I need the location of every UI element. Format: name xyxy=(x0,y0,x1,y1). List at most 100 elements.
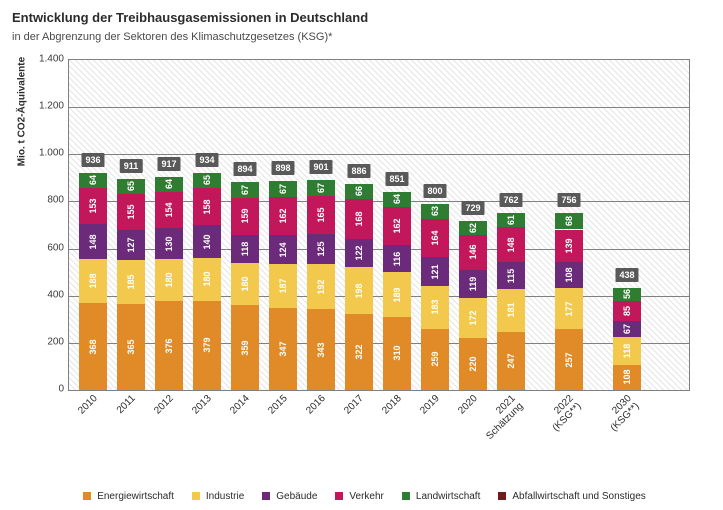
segment-label: 62 xyxy=(468,223,478,233)
segment-label: 180 xyxy=(164,273,174,288)
y-tick-label: 1.400 xyxy=(24,54,64,65)
total-label: 729 xyxy=(461,201,484,215)
bar-segment: 64 xyxy=(79,173,107,188)
bar-segment: 125 xyxy=(307,234,335,263)
bar-segment: 62 xyxy=(459,221,487,236)
segment-label: 368 xyxy=(88,339,98,354)
segment-label: 162 xyxy=(392,218,402,233)
bar-segment: 165 xyxy=(307,196,335,235)
y-tick-label: 400 xyxy=(24,289,64,300)
segment-label: 365 xyxy=(126,339,136,354)
bar-segment: 140 xyxy=(193,225,221,258)
segment-label: 259 xyxy=(430,352,440,367)
bar-segment: 185 xyxy=(117,260,145,304)
bar-segment: 108 xyxy=(613,365,641,390)
segment-label: 68 xyxy=(564,216,574,226)
segment-label: 118 xyxy=(240,242,250,257)
segment-label: 189 xyxy=(392,287,402,302)
bar-segment: 139 xyxy=(555,230,583,263)
segment-label: 108 xyxy=(622,370,632,385)
bar: 22017211914662729 xyxy=(459,221,487,390)
segment-label: 115 xyxy=(506,268,516,283)
bar-segment: 180 xyxy=(155,259,183,301)
legend-item: Abfallwirtschaft und Sonstiges xyxy=(492,491,645,502)
bar-segment: 67 xyxy=(307,180,335,196)
bar-segment: 247 xyxy=(497,332,525,390)
bar-segment: 376 xyxy=(155,301,183,390)
segment-label: 168 xyxy=(354,211,364,226)
bar: 36518512715565911 xyxy=(117,179,145,390)
legend: EnergiewirtschaftIndustrieGebäudeVerkehr… xyxy=(0,491,723,502)
bar-segment: 67 xyxy=(269,181,297,197)
segment-label: 67 xyxy=(278,184,288,194)
segment-label: 177 xyxy=(564,301,574,316)
segment-label: 139 xyxy=(564,238,574,253)
bar-segment: 379 xyxy=(193,301,221,390)
bar-segment: 64 xyxy=(155,177,183,192)
bar-segment: 187 xyxy=(269,264,297,308)
segment-label: 198 xyxy=(354,283,364,298)
bar-segment: 365 xyxy=(117,304,145,390)
bar-segment: 65 xyxy=(193,173,221,188)
segment-label: 343 xyxy=(316,342,326,357)
bar-segment: 322 xyxy=(345,314,373,390)
bar-segment: 359 xyxy=(231,305,259,390)
segment-label: 140 xyxy=(202,234,212,249)
bar-segment: 189 xyxy=(383,272,411,317)
segment-label: 180 xyxy=(202,272,212,287)
bar-segment: 108 xyxy=(555,262,583,287)
bar-segment: 257 xyxy=(555,329,583,390)
bar: 25717710813968756 xyxy=(555,213,583,390)
bar-segment: 118 xyxy=(231,235,259,263)
segment-label: 65 xyxy=(126,181,136,191)
segment-label: 310 xyxy=(392,346,402,361)
legend-swatch xyxy=(335,492,343,500)
bar-segment: 192 xyxy=(307,264,335,309)
segment-label: 61 xyxy=(506,215,516,225)
bar-segment: 148 xyxy=(79,224,107,259)
segment-label: 85 xyxy=(622,306,632,316)
total-label: 438 xyxy=(615,268,638,282)
legend-swatch xyxy=(402,492,410,500)
bar-segment: 68 xyxy=(555,213,583,229)
segment-label: 154 xyxy=(164,203,174,218)
segment-label: 127 xyxy=(126,238,136,253)
bar-segment: 158 xyxy=(193,188,221,225)
bar-segment: 181 xyxy=(497,289,525,332)
total-label: 917 xyxy=(157,157,180,171)
bar-segment: 153 xyxy=(79,188,107,224)
segment-label: 64 xyxy=(88,175,98,185)
segment-label: 158 xyxy=(202,199,212,214)
segment-label: 181 xyxy=(506,303,516,318)
bar-segment: 65 xyxy=(117,179,145,194)
segment-label: 146 xyxy=(468,245,478,260)
bar-segment: 164 xyxy=(421,219,449,258)
segment-label: 148 xyxy=(506,237,516,252)
y-tick-label: 1.000 xyxy=(24,148,64,159)
total-label: 894 xyxy=(233,162,256,176)
bar-segment: 119 xyxy=(459,270,487,298)
total-label: 800 xyxy=(423,184,446,198)
segment-label: 124 xyxy=(278,242,288,257)
segment-label: 108 xyxy=(564,267,574,282)
legend-item: Landwirtschaft xyxy=(396,491,480,502)
bar-segment: 259 xyxy=(421,329,449,390)
bar: 31018911616264851 xyxy=(383,192,411,390)
chart-area: Mio. t CO2-Äquivalente 02004006008001.00… xyxy=(24,51,704,451)
bar-segment: 64 xyxy=(383,192,411,207)
bar-segment: 63 xyxy=(421,204,449,219)
segment-label: 188 xyxy=(88,274,98,289)
segment-label: 64 xyxy=(392,194,402,204)
segment-label: 247 xyxy=(506,353,516,368)
segment-label: 172 xyxy=(468,310,478,325)
segment-label: 155 xyxy=(126,205,136,220)
total-label: 901 xyxy=(309,160,332,174)
legend-swatch xyxy=(262,492,270,500)
bar-segment: 61 xyxy=(497,213,525,227)
segment-label: 379 xyxy=(202,338,212,353)
segment-label: 66 xyxy=(354,186,364,196)
bar-segment: 177 xyxy=(555,288,583,330)
segment-label: 67 xyxy=(316,183,326,193)
segment-label: 118 xyxy=(622,343,632,358)
total-label: 898 xyxy=(271,161,294,175)
